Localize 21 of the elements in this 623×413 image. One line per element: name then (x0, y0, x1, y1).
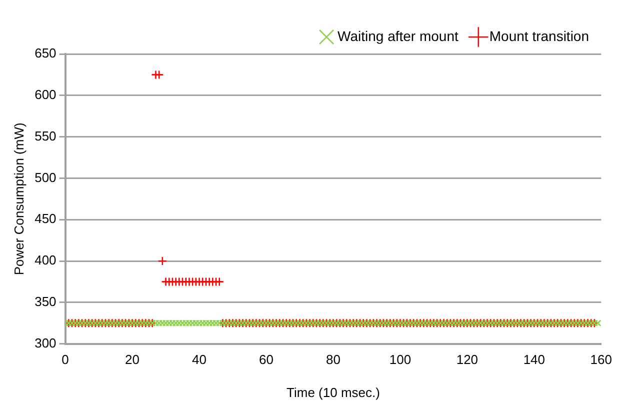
y-tick-label: 450 (34, 211, 56, 226)
y-tick-label: 650 (34, 46, 56, 61)
x-tick-label: 120 (456, 352, 478, 368)
x-tick-label: 80 (326, 352, 340, 368)
x-tick-label: 40 (192, 352, 206, 368)
x-tick-label: 60 (259, 352, 274, 368)
y-tick-label: 550 (34, 128, 56, 144)
y-tick-label: 500 (34, 170, 56, 185)
y-tick-label: 400 (34, 252, 56, 268)
legend-label: Waiting after mount (338, 28, 459, 44)
y-tick-label: 350 (34, 294, 56, 309)
y-tick-label: 600 (34, 86, 56, 102)
x-tick-label: 100 (389, 352, 412, 368)
legend-label: Mount transition (489, 28, 590, 44)
x-axis-title: Time (10 msec.) (286, 384, 380, 400)
y-tick-label: 300 (34, 335, 56, 350)
y-axis-title: Power Consumption (mW) (11, 122, 26, 276)
x-tick-label: 160 (590, 352, 612, 368)
x-tick-label: 140 (523, 352, 546, 368)
x-tick-label: 20 (125, 352, 140, 368)
x-tick-label: 0 (62, 352, 69, 368)
